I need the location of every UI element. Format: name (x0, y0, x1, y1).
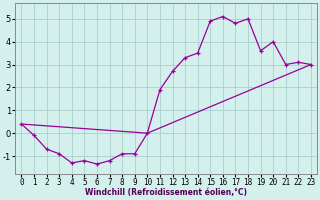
X-axis label: Windchill (Refroidissement éolien,°C): Windchill (Refroidissement éolien,°C) (85, 188, 247, 197)
